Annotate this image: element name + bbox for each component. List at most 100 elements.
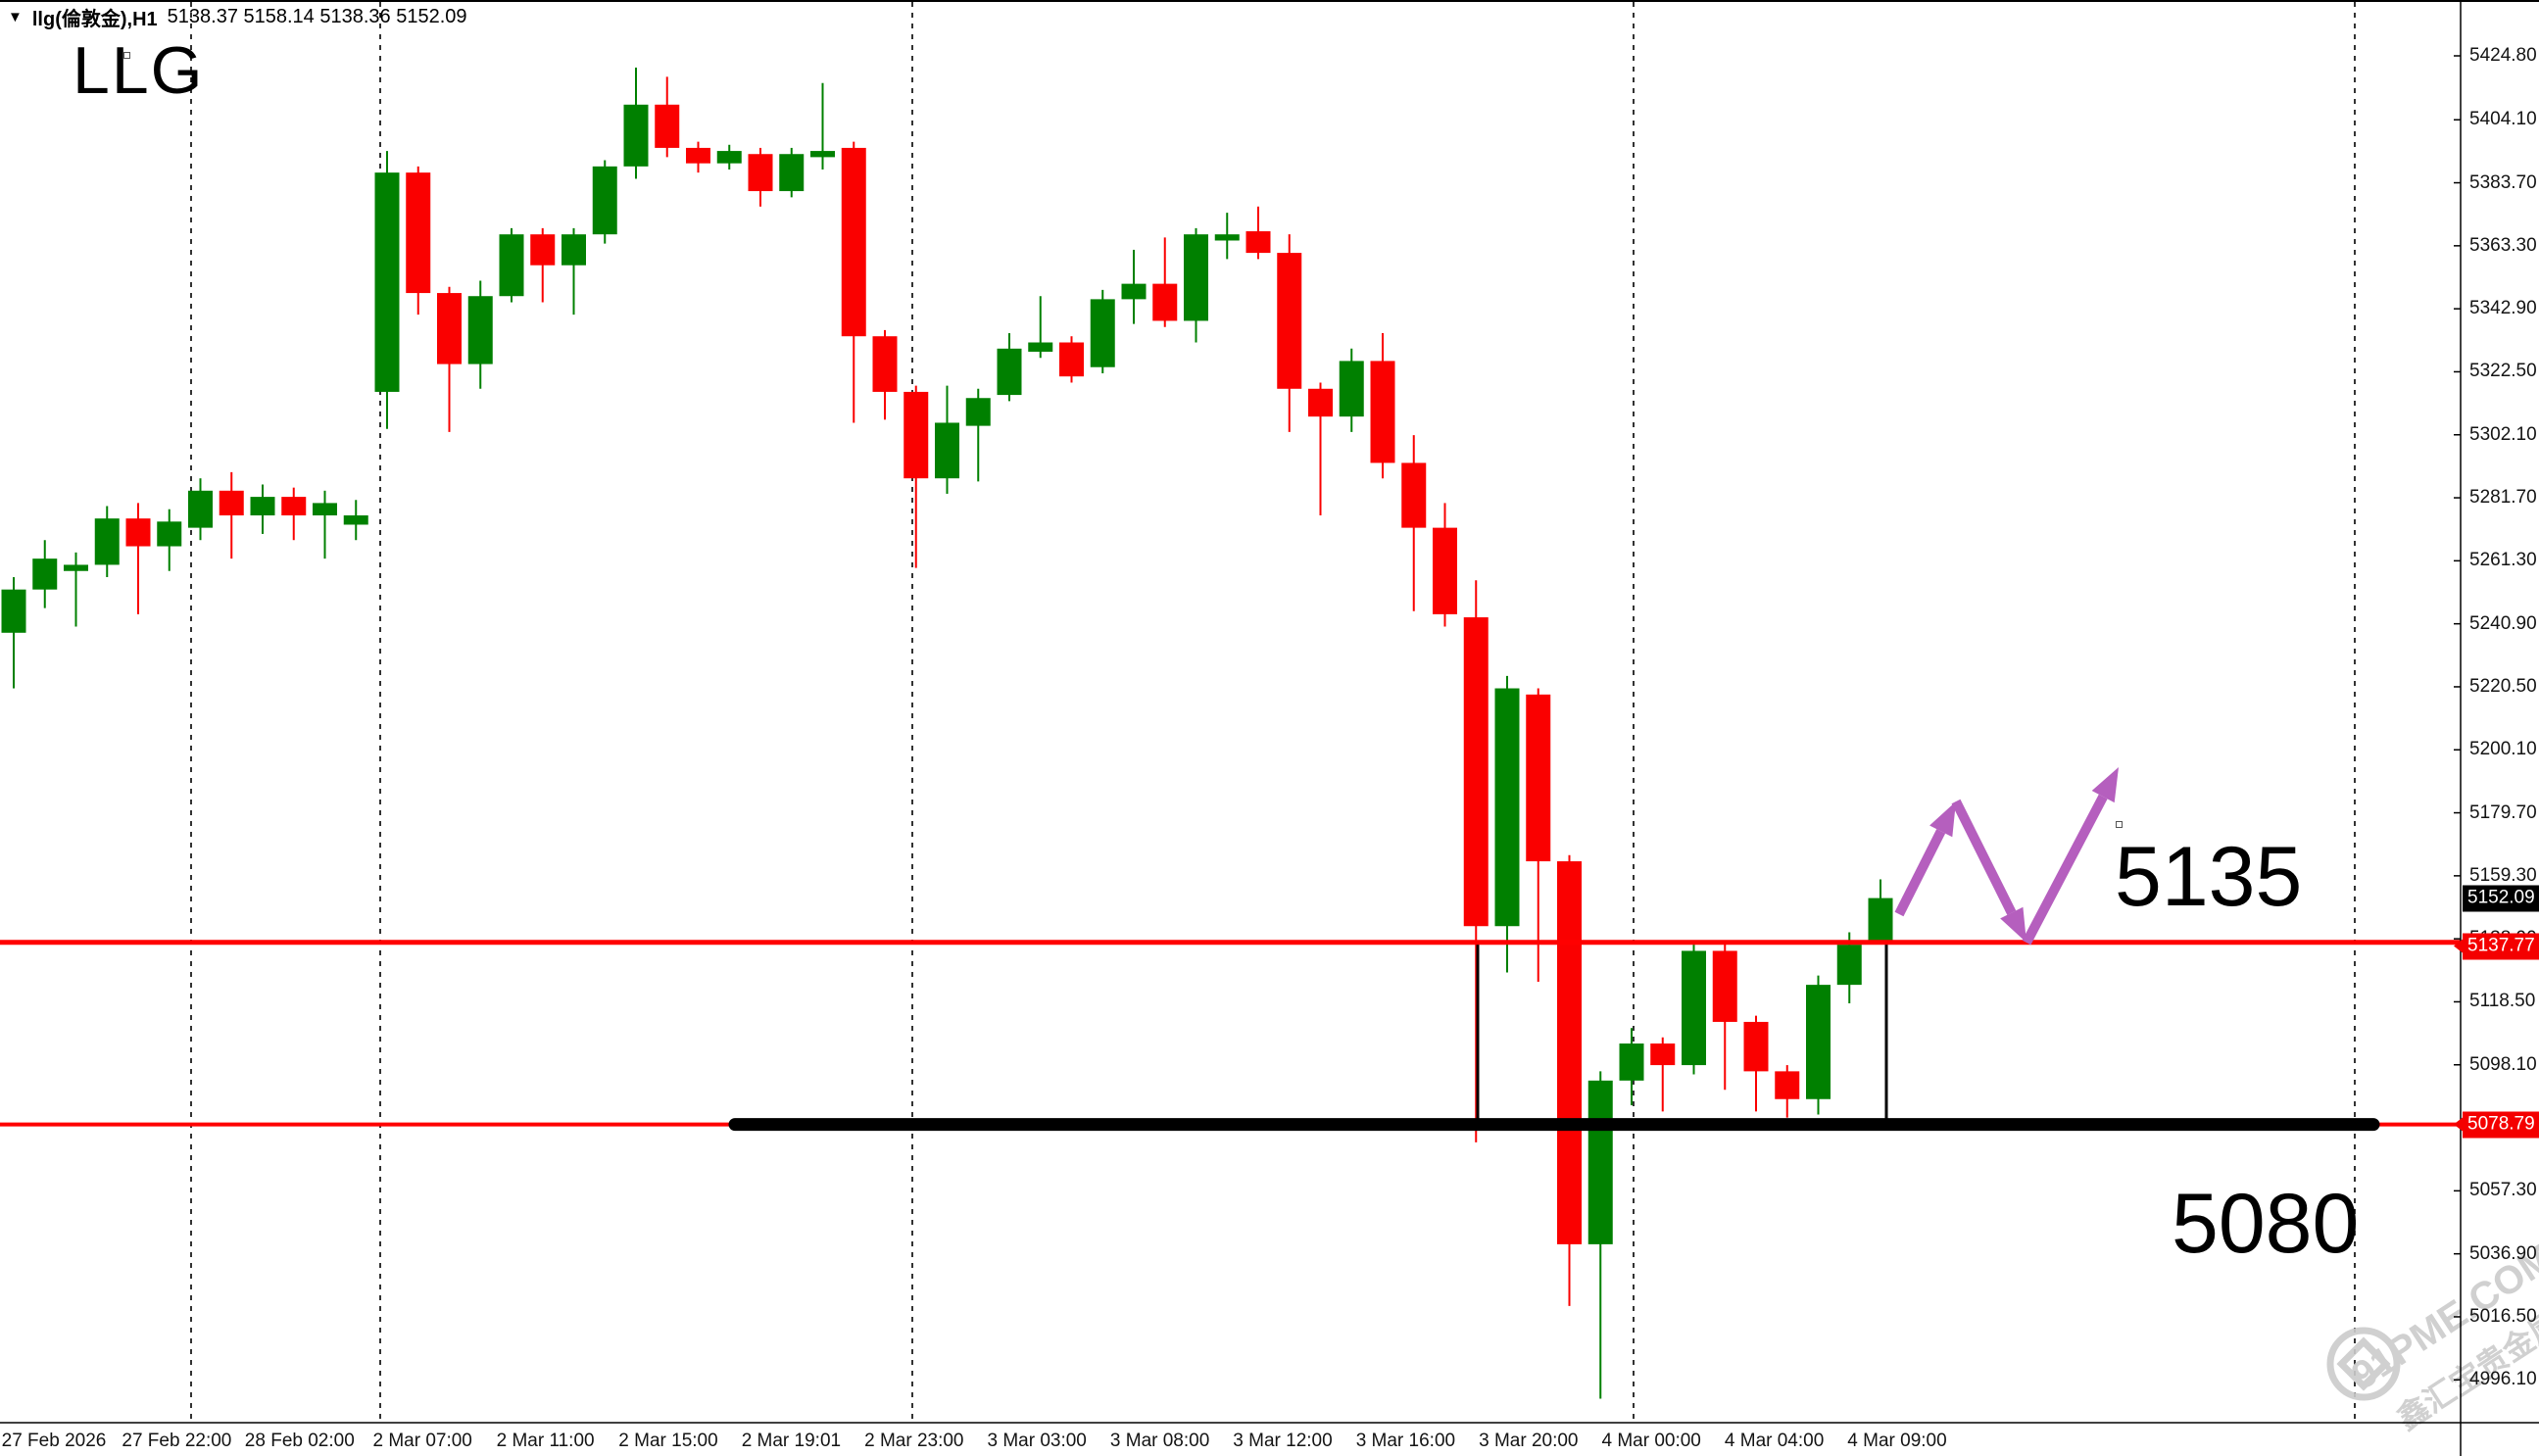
candle [1463, 580, 1489, 1142]
candle [499, 227, 524, 303]
candle [1868, 879, 1893, 941]
candle [1619, 1028, 1644, 1106]
candle [250, 484, 275, 534]
price-tick-label: 5383.70 [2469, 171, 2537, 193]
time-axis-label: 2 Mar 11:00 [496, 1431, 595, 1451]
time-axis-label: 3 Mar 16:00 [1355, 1431, 1456, 1451]
candle [467, 280, 493, 389]
candle [965, 388, 991, 482]
time-axis-label: 3 Mar 12:00 [1233, 1431, 1333, 1451]
time-axis-label: 3 Mar 20:00 [1479, 1431, 1579, 1451]
time-axis-label: 4 Mar 09:00 [1847, 1431, 1947, 1451]
candle [374, 151, 400, 429]
candle [1214, 213, 1240, 260]
resistance-level-label[interactable]: 5135 [2115, 830, 2303, 924]
candle [872, 329, 898, 420]
price-tick-label: 4996.10 [2469, 1369, 2537, 1390]
projection-arrows[interactable] [1894, 767, 2119, 946]
price-tick-label: 5281.70 [2469, 487, 2537, 509]
price-tick-label: 5342.90 [2469, 298, 2537, 319]
candle [1712, 941, 1737, 1091]
candle [1, 577, 26, 689]
time-axis-label: 4 Mar 04:00 [1724, 1431, 1825, 1451]
candle [1743, 1015, 1769, 1112]
candle [281, 487, 307, 541]
candle [1277, 234, 1302, 432]
candle [1775, 1065, 1800, 1118]
time-axis-label: 27 Feb 2026 [1, 1431, 107, 1451]
candle [125, 503, 151, 614]
object-anchor-dot [2116, 821, 2123, 828]
candle [1682, 945, 1706, 1075]
candle [1401, 435, 1427, 611]
price-tick-label: 5159.30 [2469, 864, 2537, 886]
candle [903, 385, 929, 568]
candle [1836, 932, 1862, 1004]
candle [1526, 688, 1551, 982]
candle [1028, 296, 1053, 359]
symbol-title: llg(倫敦金),H1 [31, 9, 158, 30]
candle [1121, 249, 1147, 324]
candle [748, 147, 773, 207]
candle [1494, 675, 1520, 973]
candle [406, 166, 431, 315]
candle [1090, 289, 1115, 374]
candle [935, 385, 959, 494]
candle [64, 552, 88, 627]
price-tick-label: 5363.30 [2469, 234, 2537, 256]
candle [1370, 333, 1395, 479]
candle [313, 490, 337, 559]
candle [1806, 975, 1831, 1115]
candle [810, 82, 835, 170]
candle [219, 471, 244, 559]
candle [841, 141, 866, 423]
price-tick-label: 5036.90 [2469, 1242, 2537, 1264]
price-tick-label: 5240.90 [2469, 612, 2537, 634]
time-axis-label: 3 Mar 03:00 [987, 1431, 1087, 1451]
candle [1650, 1037, 1676, 1112]
candle [1059, 336, 1084, 383]
price-tick-label: 5057.30 [2469, 1180, 2537, 1201]
candle [1557, 854, 1582, 1306]
time-axis-label: 3 Mar 08:00 [1109, 1431, 1210, 1451]
support-price-badge: 5078.79 [2463, 1111, 2539, 1139]
price-tick-label: 5322.50 [2469, 361, 2537, 382]
price-tick-label: 5404.10 [2469, 109, 2537, 130]
time-axis-label: 2 Mar 15:00 [618, 1431, 718, 1451]
candle [1308, 382, 1333, 516]
candle [592, 160, 617, 244]
candle [779, 147, 805, 198]
price-tick-label: 5424.80 [2469, 45, 2537, 66]
candle [686, 141, 710, 173]
title-ohlc-values: 5138.37 5158.14 5138.36 5152.09 [167, 6, 467, 27]
candle [655, 76, 680, 158]
price-tick-label: 5016.50 [2469, 1305, 2537, 1327]
time-axis-label: 2 Mar 23:00 [864, 1431, 964, 1451]
candle [716, 144, 742, 170]
price-tick-label: 5118.50 [2469, 991, 2536, 1012]
candle [157, 509, 182, 571]
time-axis-label: 28 Feb 02:00 [244, 1431, 355, 1451]
price-tick-label: 5302.10 [2469, 423, 2537, 445]
price-tick-label: 5179.70 [2469, 801, 2537, 823]
time-axis-label: 27 Feb 22:00 [122, 1431, 232, 1451]
candle [437, 286, 462, 432]
candle [623, 67, 649, 179]
chevron-down-icon[interactable]: ▼ [8, 9, 23, 25]
price-tick-label: 5261.30 [2469, 550, 2537, 571]
instrument-text-annotation[interactable]: LLG [73, 33, 205, 108]
chart-title-bar: ▼ llg(倫敦金),H1 5138.37 5158.14 5138.36 51… [8, 3, 467, 31]
time-axis-label: 2 Mar 07:00 [372, 1431, 472, 1451]
object-anchor-dot [123, 52, 130, 59]
candle [1433, 503, 1457, 627]
support-level-label[interactable]: 5080 [2172, 1177, 2360, 1271]
candle [343, 500, 368, 541]
resistance-price-badge: 5137.77 [2463, 933, 2539, 960]
price-tick-label: 5098.10 [2469, 1053, 2537, 1075]
candle [188, 478, 213, 541]
price-tick-label: 5200.10 [2469, 739, 2537, 760]
candle [997, 333, 1022, 402]
